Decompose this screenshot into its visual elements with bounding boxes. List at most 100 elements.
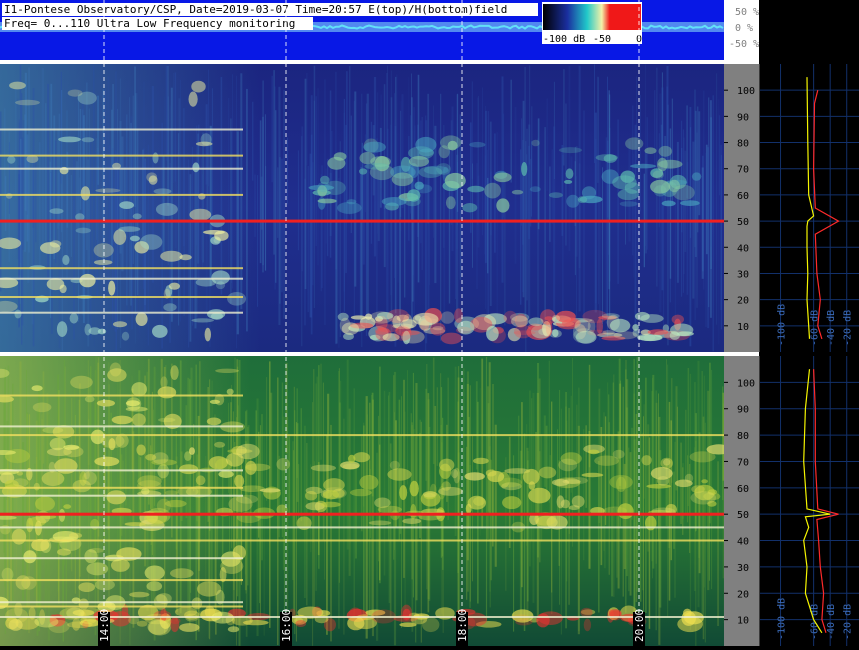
spectrogram-patch (522, 468, 540, 485)
spectrogram-streak (31, 155, 34, 325)
spectrogram-streak (694, 382, 696, 502)
spectrogram-streak (508, 436, 511, 548)
spectrogram-patch (152, 452, 169, 465)
spectrogram-streak (86, 82, 88, 250)
spectrogram-streak (594, 64, 595, 163)
spectrogram-patch (571, 495, 585, 508)
spectrogram-patch (177, 486, 199, 497)
spectrogram-streak (543, 415, 546, 487)
spectrogram-streak (34, 463, 36, 596)
spectrogram-streak (659, 450, 662, 608)
spectrogram-streak (485, 110, 488, 263)
spectrogram-streak (394, 126, 397, 347)
spectrogram-streak (35, 161, 37, 243)
spectrogram-streak (544, 127, 546, 338)
spectrogram-streak (74, 414, 76, 594)
spectral-line (0, 486, 243, 489)
spectrogram-streak (316, 376, 318, 508)
spectrogram-streak (205, 140, 208, 331)
spectrogram-streak (173, 73, 174, 184)
spectrogram-streak (489, 446, 491, 592)
spectral-line (0, 494, 243, 497)
spectrogram-streak (15, 84, 17, 198)
spectrogram-patch (387, 468, 412, 481)
spectrogram-streak (412, 157, 414, 276)
spectrogram-streak (108, 397, 110, 585)
spectrogram-streak (487, 111, 490, 338)
spectrogram-patch (7, 155, 16, 164)
spectrogram-patch (320, 175, 330, 185)
spectral-line (0, 616, 724, 618)
spectrogram-streak (420, 120, 422, 244)
spectrogram-streak (312, 469, 314, 543)
spectrogram-patch (0, 395, 14, 403)
spectrogram-streak (419, 432, 421, 538)
spectrogram-streak (111, 109, 113, 262)
spectrogram-streak (689, 107, 692, 347)
spectrogram-patch (145, 454, 157, 461)
spectrogram-streak (393, 371, 397, 646)
spectrogram-streak (705, 152, 707, 328)
spectrogram-streak (88, 418, 90, 600)
spectrogram-streak (698, 111, 701, 216)
spectrogram-patch (204, 327, 211, 342)
spectrogram-patch (462, 203, 478, 213)
title-box: I1-Pontese Observatory/CSP, Date=2019-03… (2, 3, 538, 30)
spectrogram-patch (681, 610, 696, 626)
spectrogram-patch (14, 309, 22, 319)
spectrogram-streak (211, 380, 213, 495)
spectrogram-streak (674, 441, 676, 598)
spectrogram-streak (526, 154, 528, 219)
spectrogram-patch (374, 156, 390, 172)
spectrogram-patch (219, 567, 227, 583)
spectrogram-streak (95, 356, 97, 499)
spectrogram-streak (668, 401, 671, 601)
spectrogram-patch (625, 137, 644, 150)
spectrogram-patch (77, 91, 97, 105)
spectrogram-streak (371, 392, 374, 497)
spectrogram-patch (529, 186, 541, 193)
spectrogram-patch (658, 159, 683, 169)
spectrogram-streak (335, 71, 337, 345)
spectrogram-streak (551, 401, 553, 593)
spectrogram-streak (661, 72, 663, 162)
spectrogram-patch (84, 323, 92, 336)
freq-tick-label: 50 (737, 510, 749, 521)
spectrogram-patch (616, 476, 627, 492)
spectrogram-streak (568, 407, 570, 605)
spectrogram-streak (625, 407, 629, 577)
spectrogram-streak (403, 379, 405, 578)
spectrogram-patch (136, 444, 146, 456)
spectrogram-streak (247, 425, 250, 494)
spectrogram-streak (551, 401, 553, 615)
spectrogram-patch (125, 400, 140, 407)
spectrogram-streak (530, 141, 532, 217)
spectrogram-patch (609, 475, 633, 490)
spectrogram-streak (492, 384, 494, 516)
spectrogram-streak (529, 65, 531, 165)
freq-tick-label: 20 (737, 589, 749, 600)
spectral-line (0, 128, 243, 131)
spectrogram-patch (106, 490, 127, 505)
spectrogram-patch (158, 417, 176, 423)
spectrogram-streak (236, 422, 237, 600)
spectrogram-patch (528, 323, 542, 331)
spectrogram-streak (202, 132, 204, 263)
spectrogram-patch (402, 518, 422, 524)
profile-tick-label: -100 dB (777, 304, 788, 346)
spectrogram-patch (93, 243, 114, 258)
spectrogram-patch (153, 188, 172, 195)
spectrogram-streak (209, 471, 211, 531)
time-tick-label: 14:00 (98, 609, 111, 642)
spectrogram-patch (163, 413, 182, 429)
spectrogram-streak (425, 115, 427, 352)
spectrogram-patch (160, 608, 167, 622)
freq-tick-label: 40 (737, 243, 749, 254)
spectrogram-streak (600, 427, 603, 566)
spectrogram-patch (552, 314, 560, 322)
spectrogram-patch (498, 477, 522, 488)
spectrogram-streak (348, 408, 351, 576)
spectrogram-patch (170, 616, 180, 633)
spectrogram-streak (110, 412, 112, 494)
